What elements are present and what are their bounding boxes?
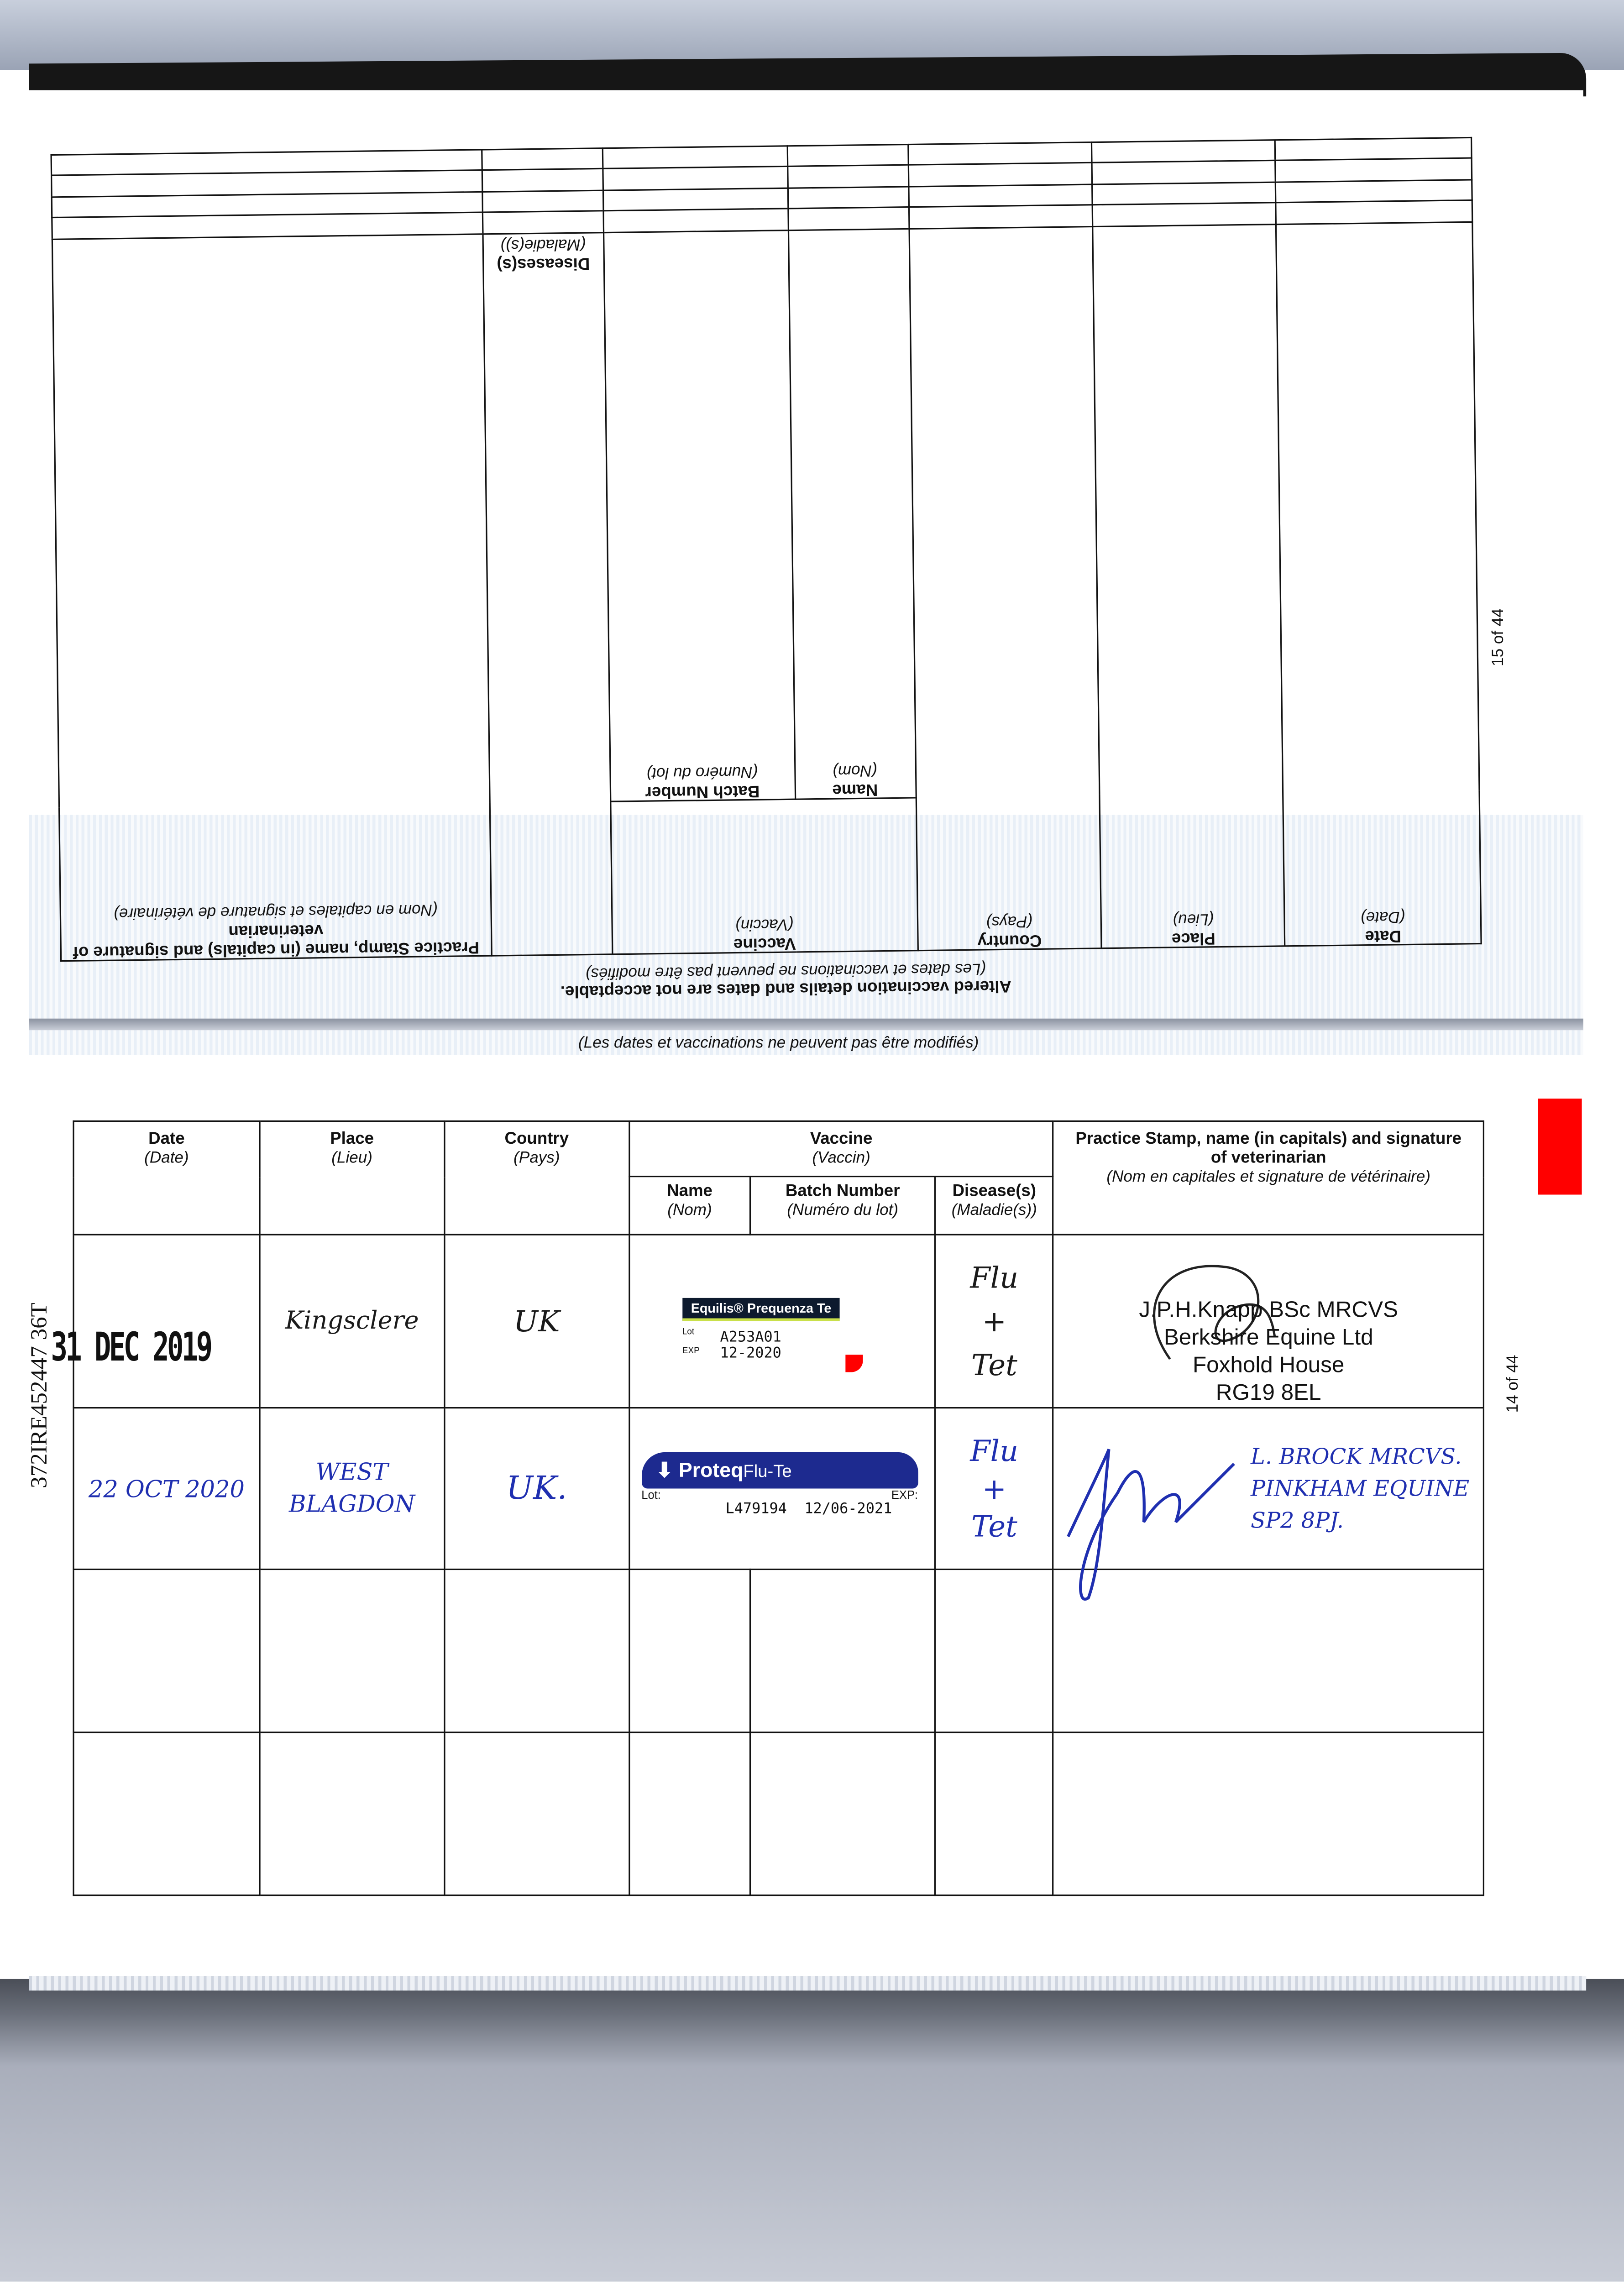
row2-diseases: Flu + Tet — [934, 1407, 1054, 1570]
header-batch: Batch Number (Numéro du lot) — [603, 230, 795, 801]
row2-vaccine-sticker: ⬇ ProteqFlu-Te Lot: EXP: L479194 12/06-20… — [628, 1407, 936, 1570]
red-page-tab — [1538, 1099, 1582, 1195]
scan-noise-strip — [29, 815, 1583, 1055]
upper-vaccination-table: Date (Date) Place (Lieu) Country (Pays) Vac… — [50, 137, 1482, 962]
red-mark — [845, 1355, 863, 1372]
header-place: Place (Lieu) — [1093, 224, 1285, 948]
page-number-14: 14 of 44 — [1504, 1355, 1522, 1413]
header-practice: Practice Stamp, name (in capitals) and s… — [1053, 1120, 1484, 1235]
signature-knapp — [1153, 1265, 1277, 1360]
signature-brock — [1067, 1449, 1236, 1601]
row2-practice-stamp: L. BROCK MRCVS. PINKHAM EQUINE SP2 8PJ. — [1053, 1407, 1484, 1601]
row2-place: WEST BLAGDON — [259, 1407, 445, 1570]
table-row — [73, 1568, 1484, 1733]
table-row: 22 OCT 2020 WEST BLAGDON UK. ⬇ ProteqFlu… — [73, 1407, 1484, 1601]
row1-practice-stamp: J.P.H.Knapp BSc MRCVS Berkshire Equine Lt… — [1053, 1234, 1484, 1409]
vaccination-table: Date (Date) Place (Lieu) Country (Pays) Vac… — [51, 1120, 1484, 1896]
row1-country: UK — [443, 1234, 630, 1409]
page-number-15: 15 of 44 — [1490, 608, 1508, 666]
header-practice: Practice Stamp, name (in capitals) and s… — [52, 234, 492, 961]
row2-date: 22 OCT 2020 — [73, 1407, 261, 1570]
header-batch: Batch Number (Numéro du lot) — [749, 1176, 936, 1235]
header-diseases: Diseases(s) (Maladie(s)) — [482, 232, 612, 956]
page-edge-noise — [29, 1976, 1587, 1991]
row1-vaccine-sticker: Equilis® Prequenza Te Lot EXP A253A01 12-2… — [628, 1234, 936, 1409]
upper-notice: Altered vaccination details and dates ar… — [560, 959, 1012, 1000]
header-vaccine: Vaccine (Vaccin) — [610, 797, 917, 954]
header-name: Name (Nom) — [628, 1176, 751, 1235]
row1-date: 31 DEC 2019 — [51, 1234, 261, 1409]
row1-diseases: Flu + Tet — [934, 1234, 1054, 1409]
header-date: Date (Date) — [1276, 222, 1482, 946]
header-name: Name (Nom) — [788, 229, 916, 799]
lower-notice-fr: (Les dates et vaccinations ne peuvent pa… — [578, 1034, 979, 1052]
passport-id: 372IRE452447 36T — [27, 1303, 52, 1488]
proteq-label: ⬇ ProteqFlu-Te — [641, 1452, 918, 1489]
row1-place: Kingsclere — [259, 1234, 445, 1409]
scanner-background-bottom — [0, 1978, 1624, 2282]
header-diseases: Disease(s) (Maladie(s)) — [934, 1176, 1054, 1235]
header-country: Country (Pays) — [908, 226, 1102, 951]
header-date: Date (Date) — [73, 1120, 261, 1235]
header-country: Country (Pays) — [443, 1120, 630, 1235]
equilis-label: Equilis® Prequenza Te — [682, 1298, 840, 1321]
page-fold — [29, 1018, 1583, 1031]
table-row: 31 DEC 2019 Kingsclere UK Equilis® Prequ… — [51, 1234, 1484, 1409]
header-vaccine: Vaccine (Vaccin) — [628, 1120, 1054, 1178]
table-row — [73, 1731, 1484, 1896]
row2-country: UK. — [443, 1407, 630, 1570]
header-place: Place (Lieu) — [259, 1120, 445, 1235]
